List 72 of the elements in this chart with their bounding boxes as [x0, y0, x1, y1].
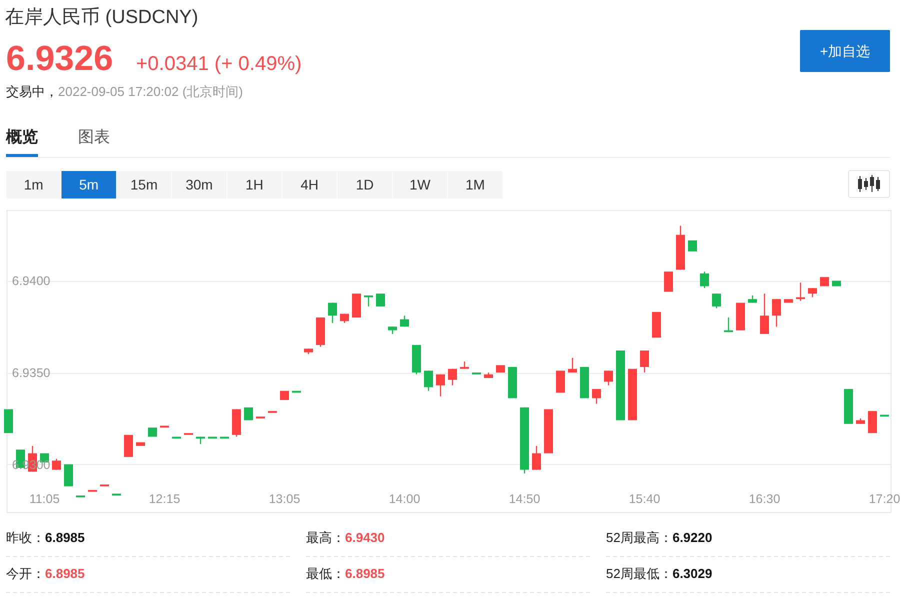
x-tick-label: 14:00: [388, 492, 420, 506]
candlestick: [328, 302, 337, 324]
candlestick: [136, 442, 145, 446]
candlestick: [760, 292, 769, 335]
y-tick-label: 6.9350: [12, 366, 50, 380]
candlestick: [604, 370, 613, 386]
candlestick: [436, 374, 445, 397]
candlestick: [424, 370, 433, 392]
candlestick: [628, 368, 637, 420]
period-button: 1M: [448, 171, 502, 198]
candlestick: [592, 388, 601, 404]
candlestick: [124, 434, 133, 457]
text: 最低：6.8985: [306, 566, 385, 581]
candlestick: [556, 370, 565, 393]
chart-subtitle: 交易中，2022-09-05 17:20:02 (北京时间): [6, 84, 243, 99]
period-button: 4H: [282, 171, 337, 198]
period-button-selected: 5m: [62, 171, 116, 198]
candlestick: [4, 409, 13, 434]
period-button: 15m: [116, 171, 172, 198]
x-tick-label: 15:40: [628, 492, 660, 506]
candlestick: [772, 298, 781, 328]
candlestick: [532, 445, 541, 470]
x-tick-label: 14:50: [508, 492, 540, 506]
period-button: 1D: [338, 171, 392, 198]
candlestick: [280, 390, 289, 400]
text: 52周最低：6.3029: [606, 566, 712, 581]
candlestick: [784, 299, 793, 303]
candlestick: [844, 389, 853, 424]
candlestick: [832, 280, 841, 286]
candlestick: [448, 368, 457, 386]
candlestick: [640, 350, 649, 374]
candlestick: [700, 270, 709, 289]
x-tick-label: 13:05: [268, 492, 300, 506]
candlestick: [712, 292, 721, 309]
text: 昨收：6.8985: [6, 530, 85, 545]
x-tick-label: 11:05: [29, 492, 60, 506]
candlestick: [544, 409, 553, 454]
period-button: 1H: [227, 171, 282, 198]
candlestick: [52, 458, 61, 470]
candlestick: [64, 464, 73, 486]
candlestick: [616, 350, 625, 420]
tab-label: 图表: [78, 129, 110, 146]
text: 最高：6.9430: [306, 530, 385, 545]
period-button: 1W: [392, 171, 448, 198]
text: +0.0341 (+ 0.49%): [136, 53, 302, 75]
y-tick-label: 6.9400: [12, 274, 50, 288]
tab-active: 概览: [6, 129, 38, 157]
x-tick-label: 16:30: [748, 492, 780, 506]
candlestick: [148, 428, 157, 437]
text: 今开：6.8985: [6, 566, 85, 581]
period-button: 30m: [172, 171, 226, 198]
period-button: 1m: [6, 171, 61, 198]
text: 6.9326: [6, 39, 114, 78]
candlestick: [352, 294, 361, 318]
text: 52周最高：6.9220: [606, 530, 712, 545]
candlestick: [808, 287, 817, 298]
button-add-to-watchlist: +加自选: [800, 30, 890, 72]
x-tick-label: 17:20: [868, 492, 900, 506]
x-tick-label: 12:15: [148, 492, 180, 506]
candlestick: [580, 367, 589, 398]
candlestick: [688, 240, 697, 252]
candlestick: [376, 294, 385, 306]
candlestick: [508, 367, 517, 398]
candlestick: [244, 407, 253, 420]
candlestick: [736, 302, 745, 330]
candlestick: [820, 277, 829, 286]
candlestick: [652, 312, 661, 338]
candlestick: [568, 357, 577, 374]
chart-title: 在岸人民币 (USDCNY): [5, 7, 198, 28]
candlestick: [664, 272, 673, 292]
candlestick: [868, 411, 877, 434]
candlestick: [496, 365, 505, 373]
